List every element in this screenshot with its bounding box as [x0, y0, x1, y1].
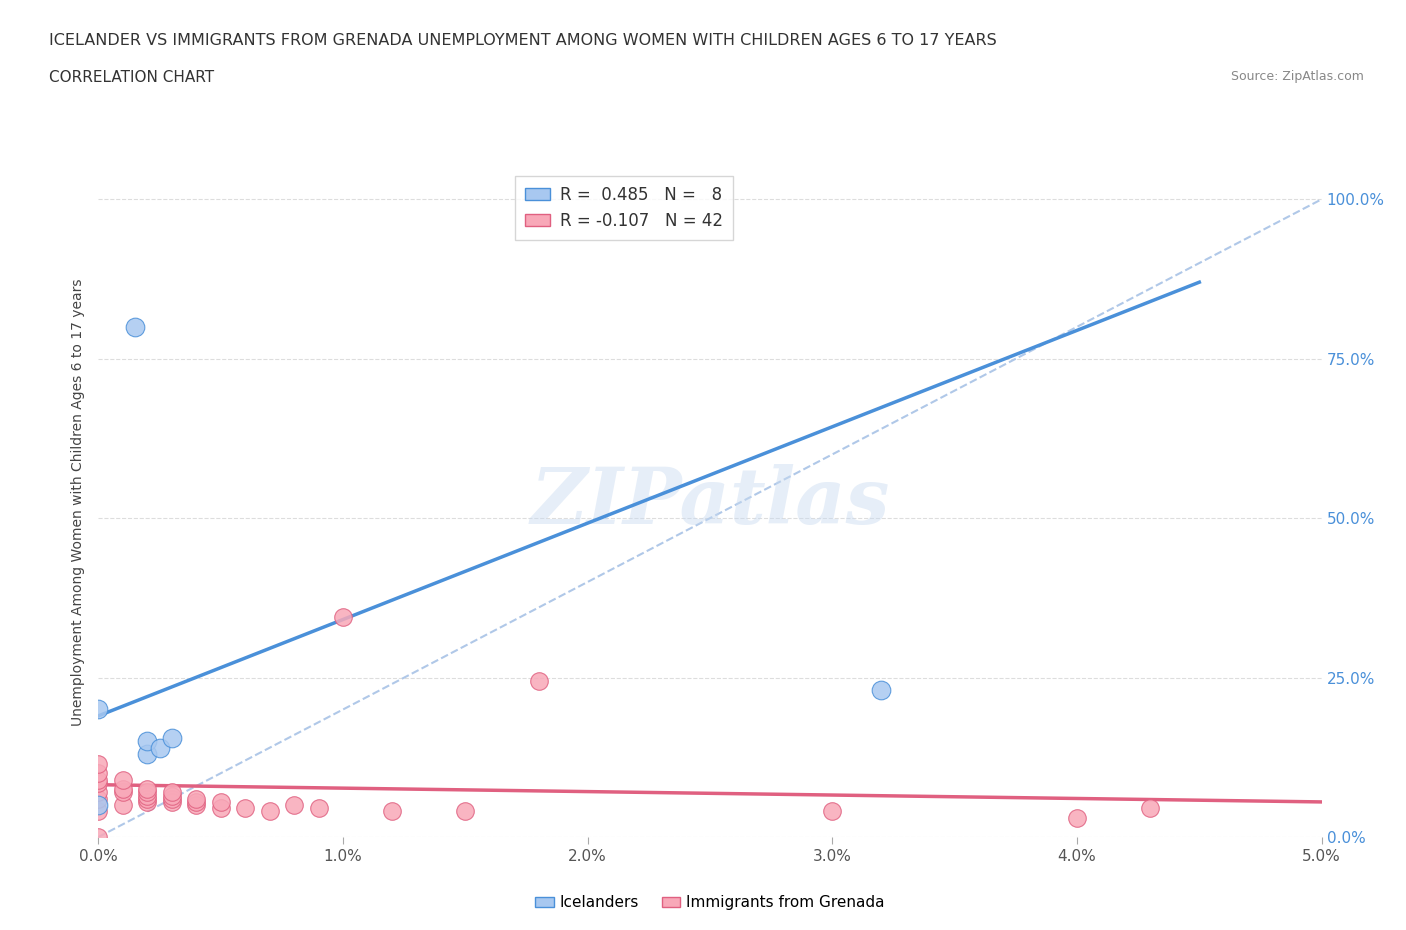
Point: [87, 702, 110, 717]
Point: [87, 804, 110, 819]
Point: [136, 782, 159, 797]
Point: [821, 804, 844, 819]
Point: [381, 804, 404, 819]
Point: [233, 801, 256, 816]
Point: [1139, 801, 1161, 816]
Point: [186, 798, 208, 813]
Point: [87, 785, 110, 800]
Point: [136, 794, 159, 809]
Text: ZIPatlas: ZIPatlas: [530, 464, 890, 540]
Point: [136, 785, 159, 800]
Point: [87, 798, 110, 813]
Text: CORRELATION CHART: CORRELATION CHART: [49, 70, 214, 85]
Point: [124, 319, 146, 334]
Point: [209, 801, 232, 816]
Point: [160, 794, 183, 809]
Point: [111, 772, 134, 787]
Point: [308, 801, 330, 816]
Point: [160, 731, 183, 746]
Point: [87, 791, 110, 806]
Text: Source: ZipAtlas.com: Source: ZipAtlas.com: [1230, 70, 1364, 83]
Point: [186, 794, 208, 809]
Point: [111, 785, 134, 800]
Text: ICELANDER VS IMMIGRANTS FROM GRENADA UNEMPLOYMENT AMONG WOMEN WITH CHILDREN AGES: ICELANDER VS IMMIGRANTS FROM GRENADA UNE…: [49, 33, 997, 47]
Point: [111, 782, 134, 797]
Point: [136, 791, 159, 806]
Point: [332, 609, 354, 624]
Point: [454, 804, 477, 819]
Point: [87, 765, 110, 780]
Point: [186, 791, 208, 806]
Point: [209, 794, 232, 809]
Point: [1066, 810, 1088, 825]
Point: [136, 788, 159, 803]
Point: [259, 804, 281, 819]
Point: [87, 830, 110, 844]
Point: [111, 798, 134, 813]
Point: [87, 756, 110, 771]
Legend: Icelanders, Immigrants from Grenada: Icelanders, Immigrants from Grenada: [529, 889, 891, 916]
Point: [149, 740, 172, 755]
Point: [870, 683, 893, 698]
Point: [136, 747, 159, 762]
Point: [527, 673, 550, 688]
Point: [160, 788, 183, 803]
Point: [283, 798, 305, 813]
Point: [87, 776, 110, 790]
Y-axis label: Unemployment Among Women with Children Ages 6 to 17 years: Unemployment Among Women with Children A…: [72, 278, 86, 726]
Point: [136, 734, 159, 749]
Point: [87, 772, 110, 787]
Point: [160, 785, 183, 800]
Point: [160, 791, 183, 806]
